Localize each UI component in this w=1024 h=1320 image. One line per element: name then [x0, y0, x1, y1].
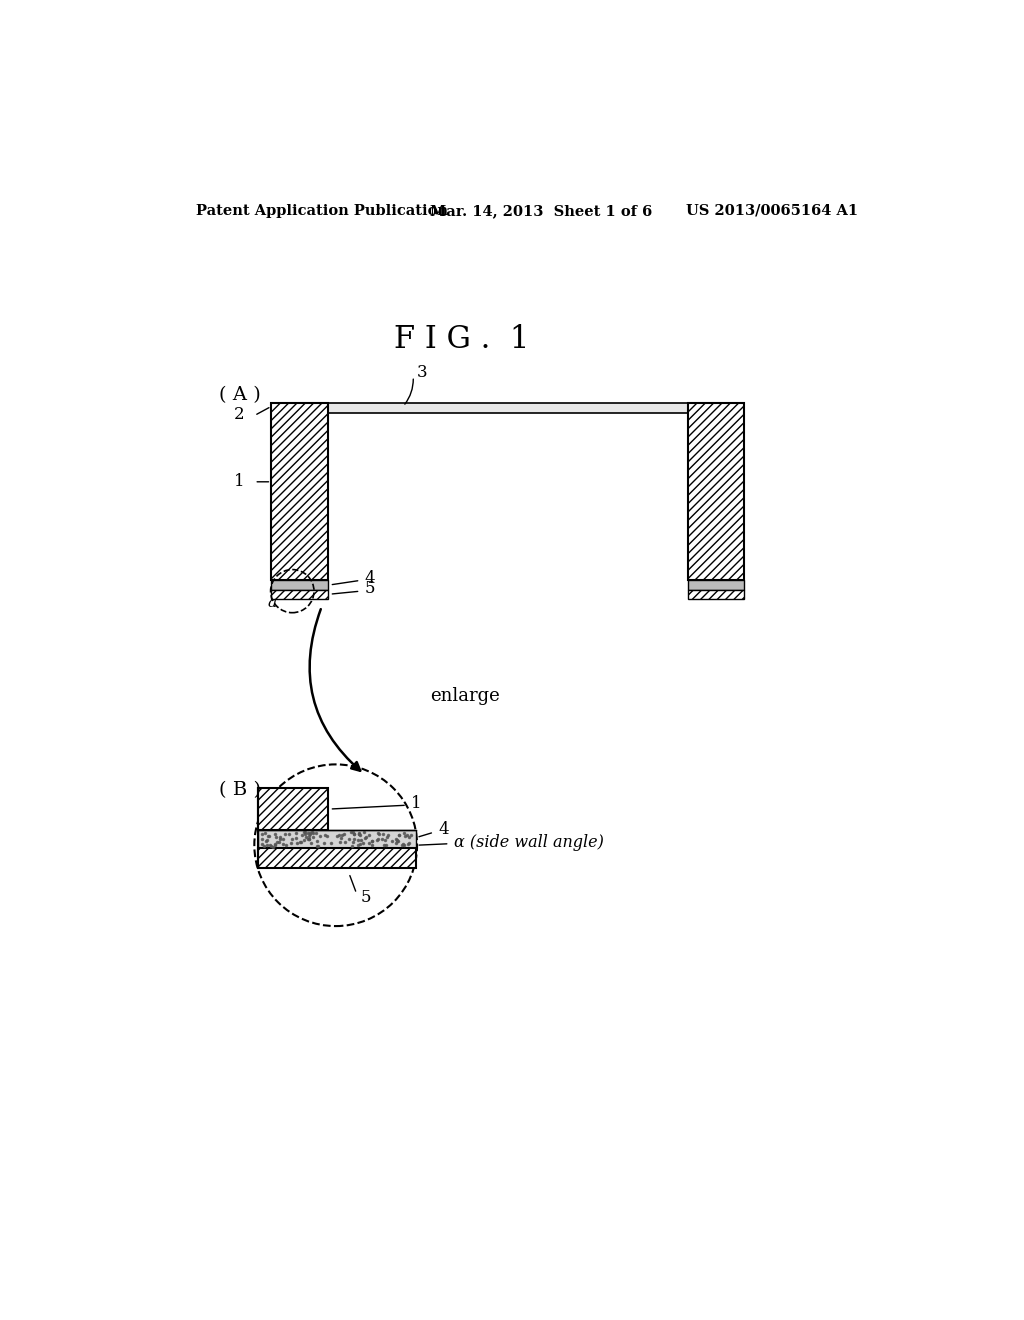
Text: ( A ): ( A ) — [219, 387, 261, 404]
Text: 4: 4 — [438, 821, 449, 838]
Bar — [271, 404, 328, 581]
Text: a: a — [267, 597, 276, 610]
Text: F I G .  1: F I G . 1 — [393, 323, 529, 355]
Text: 3: 3 — [417, 364, 427, 381]
Text: 1: 1 — [411, 795, 422, 812]
Text: 1: 1 — [233, 474, 245, 490]
Text: Mar. 14, 2013  Sheet 1 of 6: Mar. 14, 2013 Sheet 1 of 6 — [430, 203, 652, 218]
Text: 4: 4 — [365, 569, 375, 586]
Circle shape — [254, 764, 417, 927]
Bar — [271, 581, 328, 590]
Text: 5: 5 — [360, 890, 371, 906]
Bar — [271, 404, 744, 412]
Text: ( B ): ( B ) — [219, 781, 261, 799]
Bar — [687, 404, 744, 581]
Bar — [687, 590, 744, 599]
Bar — [258, 849, 417, 869]
Text: α (side wall angle): α (side wall angle) — [454, 834, 603, 850]
Bar — [687, 581, 744, 590]
Text: 5: 5 — [365, 581, 375, 598]
Bar — [258, 788, 328, 830]
Bar — [271, 590, 328, 599]
Text: 2: 2 — [233, 405, 245, 422]
Bar — [258, 830, 417, 849]
Text: enlarge: enlarge — [430, 686, 500, 705]
Text: US 2013/0065164 A1: US 2013/0065164 A1 — [686, 203, 858, 218]
Text: Patent Application Publication: Patent Application Publication — [197, 203, 449, 218]
